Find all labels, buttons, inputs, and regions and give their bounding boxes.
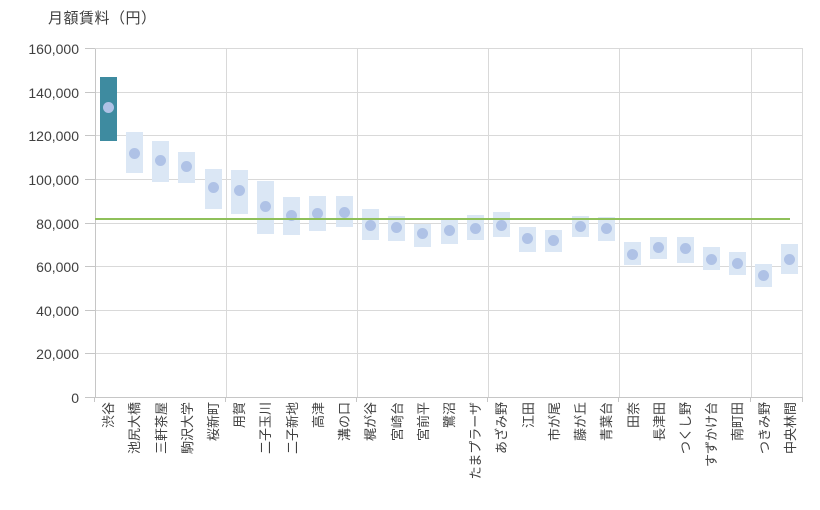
x-category-label: つくし野 (678, 402, 693, 455)
vertical-gridline (488, 49, 490, 398)
x-category-label: 市が尾 (546, 402, 562, 442)
median-dot (548, 235, 560, 247)
y-tick-label: 100,000 (28, 171, 79, 188)
y-axis-tick (85, 135, 95, 137)
horizontal-gridline (95, 266, 803, 268)
x-category-label: 中央林間 (782, 402, 798, 455)
x-category-label: 渋谷 (101, 402, 117, 429)
y-tick-label: 160,000 (28, 41, 79, 57)
x-axis-tick (94, 398, 95, 402)
x-axis-tick (749, 398, 751, 402)
x-axis-tick (356, 398, 358, 402)
median-dot (627, 248, 639, 260)
median-dot (128, 148, 140, 160)
x-category-label: 青葉台 (599, 402, 615, 442)
x-axis-line (95, 397, 803, 398)
median-dot (259, 200, 271, 212)
median-dot (731, 258, 743, 270)
median-dot (443, 224, 455, 236)
x-category-label: 江田 (520, 402, 536, 429)
reference-line (95, 218, 791, 221)
y-axis-tick (85, 309, 95, 311)
median-dot (784, 253, 796, 265)
x-category-label: 高津 (310, 402, 326, 429)
median-dot (495, 220, 507, 232)
horizontal-gridline (95, 309, 803, 311)
median-dot (391, 222, 403, 234)
vertical-gridline (357, 49, 359, 398)
y-axis-tick (85, 178, 95, 180)
median-dot (758, 270, 770, 282)
x-axis-tick (487, 398, 489, 402)
x-category-label: 池尻大橋 (127, 402, 143, 455)
x-category-label: 鷺沼 (442, 402, 457, 429)
y-tick-label: 140,000 (28, 84, 79, 101)
median-dot (469, 223, 481, 235)
median-dot (338, 207, 350, 219)
y-tick-label: 20,000 (36, 346, 79, 363)
y-tick-label: 80,000 (36, 215, 79, 232)
median-dot (286, 210, 298, 222)
horizontal-gridline (95, 135, 803, 137)
vertical-gridline (619, 49, 621, 398)
median-dot (312, 208, 324, 220)
y-axis-tick (85, 48, 95, 49)
horizontal-gridline (95, 353, 803, 355)
y-axis-tick (85, 266, 95, 268)
plot-area (85, 48, 803, 402)
x-category-label: 梶が谷 (363, 402, 379, 442)
median-dot (364, 220, 376, 232)
x-category-label: 田奈 (625, 402, 641, 429)
x-category-label: 南町田 (730, 402, 746, 442)
x-axis-tick (618, 398, 620, 402)
median-dot (522, 233, 534, 245)
median-dot (705, 253, 717, 265)
y-tick-label: 0 (71, 390, 79, 406)
vertical-gridline (750, 49, 752, 398)
x-category-label: 藤が丘 (573, 402, 589, 442)
median-dot (233, 185, 245, 197)
y-axis-line (95, 49, 96, 398)
median-dot (417, 227, 429, 239)
x-category-label: あざみ野 (494, 402, 510, 455)
x-category-label: 宮前平 (415, 402, 431, 442)
median-dot (181, 161, 193, 173)
plot-right-border (802, 49, 803, 398)
horizontal-gridline (95, 91, 803, 93)
chart-title: 月額賃料（円） (48, 10, 157, 27)
x-category-label: たまプラーザ (468, 402, 484, 480)
horizontal-gridline (95, 48, 803, 49)
y-axis-tick (85, 91, 95, 93)
x-axis-tick (802, 398, 803, 402)
y-axis-tick (85, 222, 95, 224)
x-category-label: 三軒茶屋 (153, 402, 169, 455)
y-axis-tick (85, 397, 95, 398)
median-dot (102, 102, 114, 114)
x-category-label: つきみ野 (756, 402, 772, 455)
median-dot (207, 182, 219, 193)
x-category-label: すずかけ台 (704, 402, 720, 468)
median-dot (600, 223, 612, 235)
x-category-label: 二子新地 (284, 402, 300, 455)
y-tick-label: 120,000 (28, 128, 79, 145)
y-tick-label: 40,000 (36, 302, 79, 319)
x-category-label: 二子玉川 (258, 402, 274, 455)
x-category-label: 駒沢大学 (179, 402, 195, 455)
x-category-label: 長津田 (651, 402, 667, 442)
median-dot (653, 241, 665, 253)
median-dot (155, 154, 167, 166)
y-axis-tick (85, 353, 95, 355)
horizontal-gridline (95, 178, 803, 180)
x-category-label: 桜新町 (206, 402, 221, 442)
x-category-label: 用賀 (232, 402, 248, 429)
median-dot (574, 221, 586, 233)
x-axis-tick (225, 398, 227, 402)
x-category-label: 溝の口 (337, 402, 353, 442)
vertical-gridline (226, 49, 228, 398)
x-category-label: 宮崎台 (389, 402, 405, 442)
y-tick-label: 60,000 (36, 259, 79, 276)
median-dot (679, 243, 691, 255)
